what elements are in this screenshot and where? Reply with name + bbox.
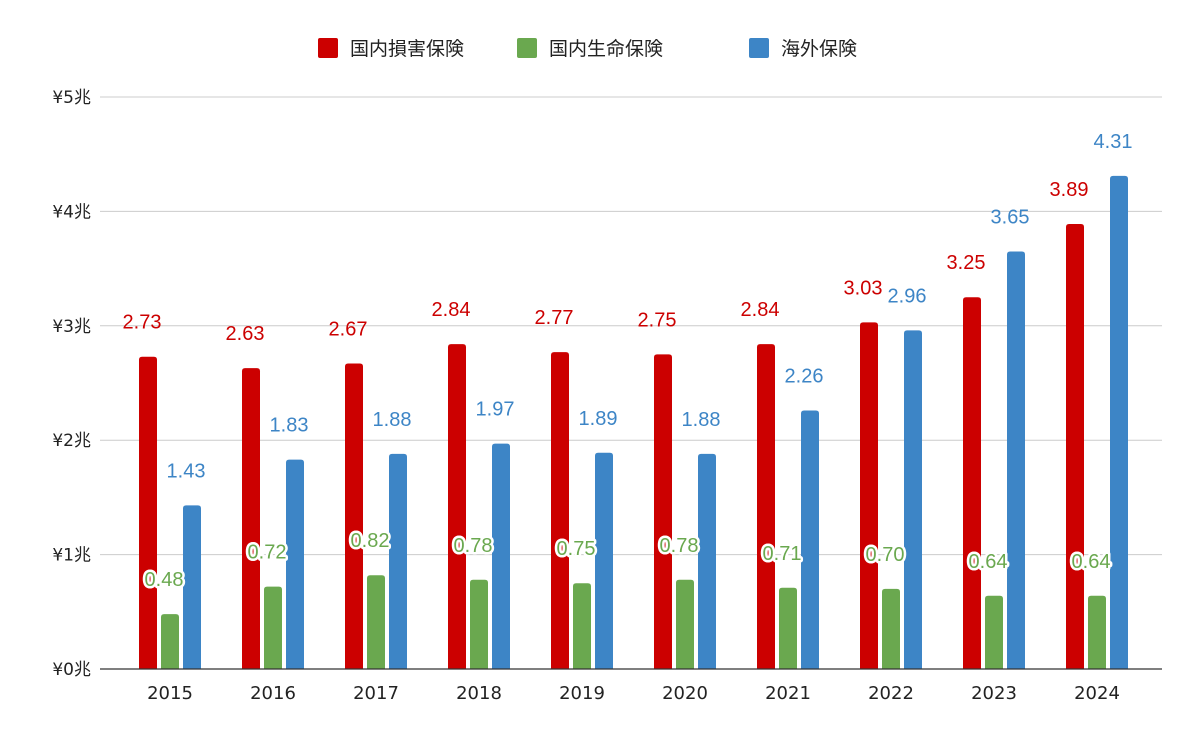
bar-1-2016 (264, 586, 282, 669)
y-axis: ¥0兆 ¥1兆 ¥2兆 ¥3兆 ¥4兆 ¥5兆 (52, 88, 91, 680)
data-label-2-2020: 1.88 (682, 409, 721, 431)
data-label-1-2022: 0.70 (866, 544, 905, 566)
y-tick-label-1: ¥1兆 (52, 546, 91, 566)
bar-1-2015 (161, 614, 179, 669)
x-tick-label-2015: 2015 (147, 683, 193, 704)
data-label-2-2016: 1.83 (270, 415, 309, 437)
data-label-1-2015: 0.48 (145, 569, 184, 591)
y-tick-label-2: ¥2兆 (52, 431, 91, 451)
y-tick-label-0: ¥0兆 (52, 660, 91, 680)
bar-2-2020 (698, 453, 716, 669)
x-tick-label-2022: 2022 (868, 683, 914, 704)
data-label-2-2015: 1.43 (167, 460, 206, 482)
bar-1-2024 (1088, 595, 1106, 669)
grid-lines (100, 96, 1162, 556)
data-label-0-2023: 3.25 (947, 252, 986, 274)
data-label-2-2019: 1.89 (579, 408, 618, 430)
data-label-2-2022: 2.96 (888, 285, 927, 307)
data-label-0-2022: 3.03 (844, 277, 883, 299)
data-label-1-2023: 0.64 (969, 551, 1008, 573)
x-tick-label-2016: 2016 (250, 683, 296, 704)
data-label-0-2017: 2.67 (329, 319, 368, 341)
data-label-0-2015: 2.73 (123, 312, 162, 334)
legend-label-2: 海外保険 (781, 38, 857, 60)
data-label-1-2021: 0.71 (763, 543, 802, 565)
bar-2-2021 (801, 410, 819, 669)
x-tick-label-2021: 2021 (765, 683, 811, 704)
bars (139, 175, 1128, 669)
legend-swatch-0 (318, 38, 338, 58)
bar-1-2019 (573, 583, 591, 669)
bar-0-2018 (448, 344, 466, 669)
data-label-1-2020: 0.78 (660, 535, 699, 557)
data-label-0-2024: 3.89 (1050, 179, 1089, 201)
bar-1-2018 (470, 579, 488, 669)
data-label-1-2017: 0.82 (351, 530, 390, 552)
bar-2-2015 (183, 505, 201, 669)
legend: 国内損害保険 国内生命保険 海外保険 (318, 38, 857, 60)
legend-label-0: 国内損害保険 (350, 38, 464, 60)
bar-1-2023 (985, 595, 1003, 669)
data-label-0-2016: 2.63 (226, 323, 265, 345)
bar-1-2021 (779, 587, 797, 669)
bar-1-2020 (676, 579, 694, 669)
y-tick-label-4: ¥4兆 (52, 202, 91, 222)
data-label-2-2023: 3.65 (991, 206, 1030, 228)
bar-2-2022 (904, 330, 922, 669)
data-label-1-2018: 0.78 (454, 535, 493, 557)
data-label-1-2019: 0.75 (557, 538, 596, 560)
legend-label-1: 国内生命保険 (549, 38, 663, 60)
data-label-2-2021: 2.26 (785, 365, 824, 387)
bar-0-2015 (139, 356, 157, 669)
bar-1-2017 (367, 575, 385, 669)
bar-0-2021 (757, 344, 775, 669)
data-label-2-2017: 1.88 (373, 409, 412, 431)
x-axis: 2015 2016 2017 2018 2019 2020 2021 2022 2023 2024 (100, 668, 1162, 704)
data-label-0-2021: 2.84 (741, 299, 780, 321)
data-labels: 2.73 0.48 1.43 2.63 0.72 1.83 2.67 0.82 1.88 2.84… (123, 131, 1133, 594)
y-tick-label-5: ¥5兆 (52, 88, 91, 108)
bar-0-2024 (1066, 223, 1084, 669)
bar-2-2023 (1007, 251, 1025, 669)
data-label-0-2020: 2.75 (638, 309, 677, 331)
bar-2-2017 (389, 453, 407, 669)
data-label-2-2018: 1.97 (476, 399, 515, 421)
bar-0-2022 (860, 322, 878, 669)
legend-swatch-1 (517, 38, 537, 58)
data-label-0-2019: 2.77 (535, 307, 574, 329)
bar-0-2017 (345, 363, 363, 669)
bar-2-2016 (286, 459, 304, 669)
data-label-1-2016: 0.72 (248, 542, 287, 564)
bar-2-2018 (492, 443, 510, 669)
x-tick-label-2024: 2024 (1074, 683, 1120, 704)
data-label-1-2024: 0.64 (1072, 551, 1111, 573)
data-label-2-2024: 4.31 (1094, 131, 1133, 153)
data-label-0-2018: 2.84 (432, 299, 471, 321)
x-tick-label-2017: 2017 (353, 683, 399, 704)
bar-2-2019 (595, 452, 613, 669)
bar-1-2022 (882, 588, 900, 669)
x-tick-label-2019: 2019 (559, 683, 605, 704)
y-tick-label-3: ¥3兆 (52, 317, 91, 337)
bar-0-2016 (242, 368, 260, 669)
bar-0-2019 (551, 352, 569, 669)
x-tick-label-2023: 2023 (971, 683, 1017, 704)
x-tick-label-2018: 2018 (456, 683, 502, 704)
x-tick-label-2020: 2020 (662, 683, 708, 704)
bar-2-2024 (1110, 175, 1128, 669)
bar-0-2023 (963, 297, 981, 669)
legend-swatch-2 (749, 38, 769, 58)
bar-0-2020 (654, 354, 672, 669)
